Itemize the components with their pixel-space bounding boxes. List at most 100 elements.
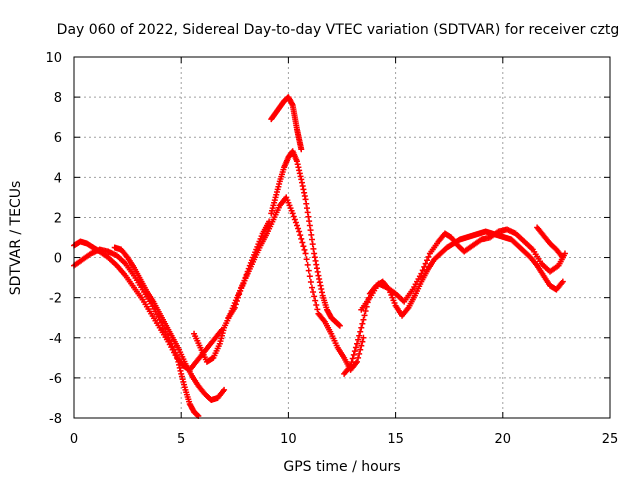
data-point	[357, 328, 364, 335]
data-point	[221, 386, 228, 393]
data-point	[419, 267, 426, 274]
data-point	[308, 284, 315, 291]
data-point	[312, 297, 319, 304]
data-point	[171, 346, 178, 353]
axis-ticks: 0 5 10 15 20 25 -8 -6 -4 -2 0 2 4 6 8 10	[45, 51, 618, 447]
grid-layer	[74, 57, 610, 418]
x-tick-label: 15	[387, 432, 404, 447]
data-point	[336, 322, 343, 329]
x-tick-label: 5	[177, 432, 185, 447]
data-point	[355, 354, 362, 361]
x-tick-label: 20	[495, 432, 512, 447]
y-tick-label: -8	[49, 412, 62, 427]
data-point	[290, 213, 297, 220]
data-point	[300, 243, 307, 250]
data-point	[298, 146, 305, 153]
y-tick-label: 6	[54, 131, 62, 146]
data-point	[235, 294, 242, 301]
data-point	[166, 337, 173, 344]
series-sat-track-6	[268, 148, 343, 329]
chart-title: Day 060 of 2022, Sidereal Day-to-day VTE…	[57, 22, 620, 38]
data-point	[561, 250, 568, 257]
y-tick-label: 2	[54, 211, 62, 226]
data-point	[304, 261, 311, 268]
series-sat-track-9	[358, 226, 568, 313]
series-sat-track-10	[534, 224, 566, 261]
data-point	[158, 319, 165, 326]
data-point	[422, 260, 429, 267]
data-point	[354, 358, 361, 365]
y-tick-label: -4	[49, 332, 62, 347]
data-point	[350, 351, 357, 358]
data-point	[291, 216, 298, 223]
series-sat-track-4	[191, 218, 273, 365]
data-point	[306, 273, 313, 280]
series-sat-track-7	[268, 94, 305, 153]
data-point	[360, 316, 367, 323]
data-point	[303, 256, 310, 263]
x-tick-label: 25	[602, 432, 619, 447]
data-point	[307, 278, 314, 285]
data-point	[311, 293, 318, 300]
data-point	[358, 342, 365, 349]
data-point	[293, 222, 300, 229]
data-point	[425, 253, 432, 260]
data-point	[356, 350, 363, 357]
data-point	[301, 246, 308, 253]
y-tick-label: 8	[54, 91, 62, 106]
data-points	[71, 94, 568, 419]
data-point	[305, 267, 312, 274]
data-point	[313, 302, 320, 309]
series-sat-track-5	[225, 194, 367, 373]
data-point	[237, 287, 244, 294]
data-point	[424, 257, 431, 264]
data-point	[418, 270, 425, 277]
data-point	[169, 343, 176, 350]
data-point	[362, 308, 369, 315]
data-point	[351, 348, 358, 355]
data-point	[302, 250, 309, 257]
data-point	[310, 288, 317, 295]
data-point	[355, 336, 362, 343]
plot-frame	[73, 56, 611, 419]
x-tick-label: 0	[70, 432, 78, 447]
data-point	[559, 254, 566, 261]
y-tick-label: 10	[45, 51, 62, 66]
series-sat-track-3	[111, 244, 228, 403]
data-point	[299, 239, 306, 246]
data-point	[359, 338, 366, 345]
data-point	[233, 298, 240, 305]
data-point	[297, 232, 304, 239]
data-point	[356, 332, 363, 339]
data-point	[236, 291, 243, 298]
data-point	[349, 355, 356, 362]
data-point	[163, 331, 170, 338]
data-point	[231, 304, 238, 311]
data-point	[161, 325, 168, 332]
y-tick-label: 0	[54, 252, 62, 267]
data-point	[360, 334, 367, 341]
data-point	[298, 235, 305, 242]
data-point	[292, 219, 299, 226]
y-tick-label: 4	[54, 171, 62, 186]
data-point	[348, 359, 355, 366]
y-tick-label: -2	[49, 292, 62, 307]
data-point	[361, 312, 368, 319]
data-point	[295, 225, 302, 232]
data-point	[421, 263, 428, 270]
data-point	[232, 301, 239, 308]
data-point	[354, 340, 361, 347]
data-point	[296, 228, 303, 235]
data-point	[559, 278, 566, 285]
data-point	[357, 346, 364, 353]
data-point	[359, 320, 366, 327]
x-tick-label: 10	[280, 432, 297, 447]
data-point	[347, 362, 354, 369]
data-point	[314, 306, 321, 313]
data-point	[289, 210, 296, 217]
y-axis-label: SDTVAR / TECUs	[8, 181, 24, 296]
data-point	[358, 324, 365, 331]
data-point	[352, 344, 359, 351]
y-tick-label: -6	[49, 372, 62, 387]
